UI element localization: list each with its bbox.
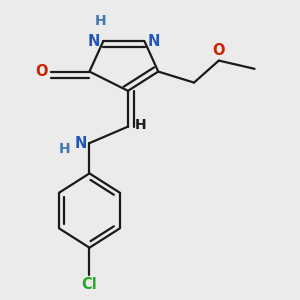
Text: N: N (74, 136, 87, 151)
Text: N: N (88, 34, 100, 49)
Text: Cl: Cl (82, 277, 97, 292)
Text: N: N (147, 34, 160, 49)
Text: O: O (212, 43, 225, 58)
Text: H: H (58, 142, 70, 156)
Text: H: H (135, 118, 146, 132)
Text: O: O (36, 64, 48, 79)
Text: H: H (95, 14, 106, 28)
